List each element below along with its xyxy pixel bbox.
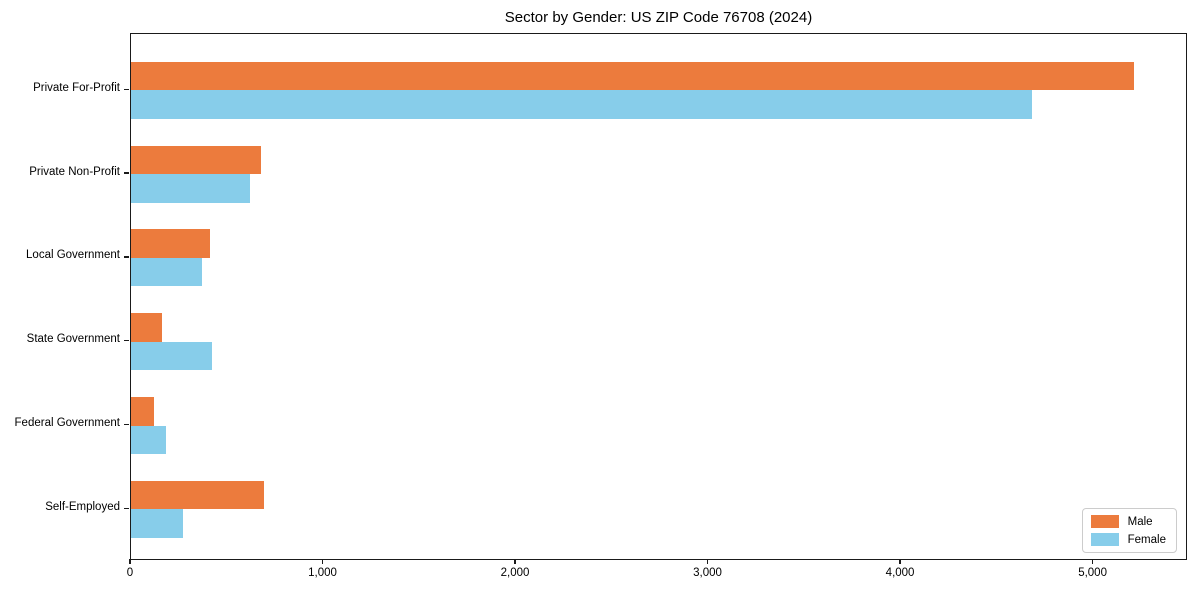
x-label-4000: 4,000	[885, 567, 915, 579]
bar-female-local-government	[131, 257, 203, 287]
y-tick-private-for-profit	[124, 88, 129, 91]
bar-female-federal-government	[131, 425, 166, 454]
bar-male-local-government	[131, 229, 210, 258]
y-label-local-government: Local Government	[26, 249, 120, 262]
y-tick-self-employed	[124, 507, 129, 510]
y-tick-state-government	[124, 339, 129, 342]
y-tick-local-government	[124, 256, 129, 258]
bar-female-state-government	[131, 341, 212, 371]
legend-swatch-male	[1090, 515, 1119, 528]
bar-female-self-employed	[131, 509, 183, 538]
y-label-state-government: State Government	[26, 333, 120, 346]
y-tick-private-non-profit	[124, 172, 129, 174]
legend-label-female: Female	[1127, 533, 1166, 546]
x-tick-2000	[514, 559, 516, 564]
y-label-private-for-profit: Private For-Profit	[33, 81, 120, 94]
x-tick-3000	[706, 559, 709, 564]
bar-male-state-government	[131, 313, 162, 342]
legend-entry-male: Male	[1090, 515, 1166, 528]
bar-male-private-non-profit	[131, 145, 261, 175]
plot-area: Male Female	[130, 33, 1187, 560]
y-label-federal-government: Federal Government	[14, 417, 120, 429]
x-tick-4000	[899, 559, 901, 564]
legend: Male Female	[1081, 508, 1177, 553]
x-tick-1000	[321, 559, 324, 564]
bar-male-private-for-profit	[131, 61, 1134, 91]
chart-title: Sector by Gender: US ZIP Code 76708 (202…	[504, 9, 813, 26]
legend-swatch-female	[1090, 533, 1119, 546]
bar-male-self-employed	[131, 480, 264, 510]
x-label-0: 0	[126, 567, 134, 579]
y-tick-federal-government	[124, 423, 129, 426]
x-label-2000: 2,000	[500, 567, 530, 579]
y-label-self-employed: Self-Employed	[45, 500, 120, 513]
legend-label-male: Male	[1127, 515, 1153, 528]
y-label-private-non-profit: Private Non-Profit	[29, 165, 120, 178]
x-label-3000: 3,000	[693, 567, 722, 579]
x-label-5000: 5,000	[1078, 567, 1107, 579]
bar-female-private-non-profit	[131, 174, 251, 203]
x-tick-0	[129, 559, 131, 564]
x-label-1000: 1,000	[308, 567, 337, 579]
x-tick-5000	[1091, 559, 1094, 564]
bar-female-private-for-profit	[131, 90, 1032, 119]
bar-male-federal-government	[131, 397, 155, 426]
legend-entry-female: Female	[1090, 533, 1166, 546]
